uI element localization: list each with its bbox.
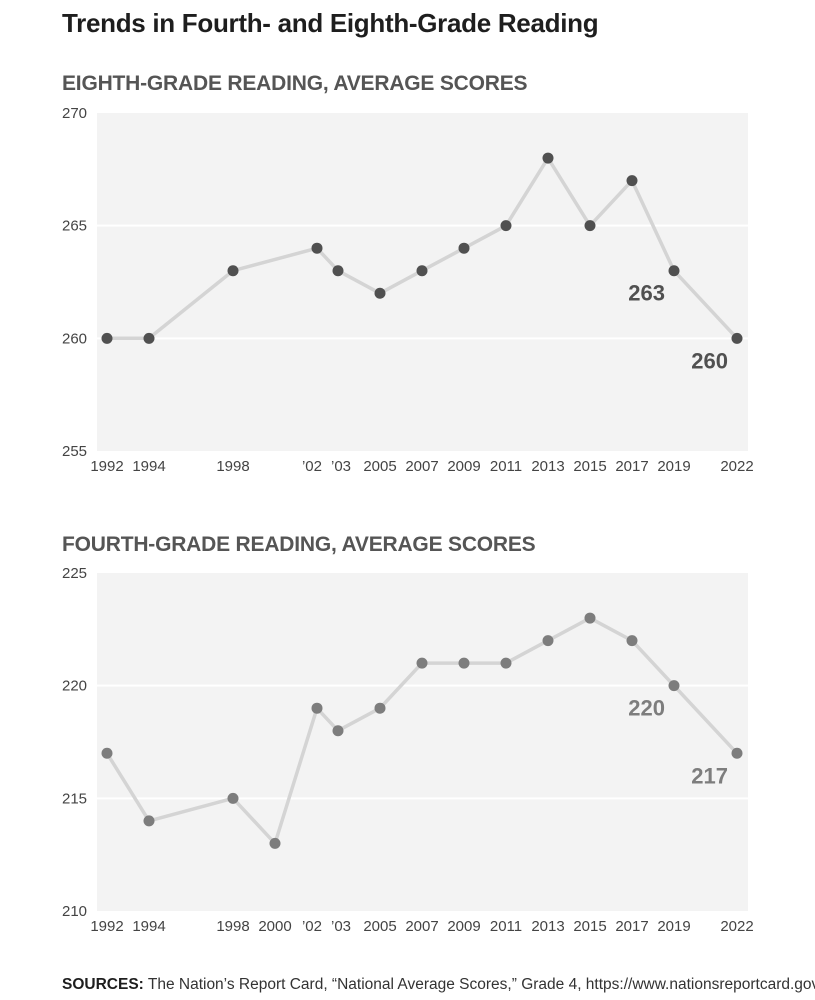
data-point bbox=[584, 220, 596, 232]
data-point bbox=[584, 612, 596, 624]
plot-area bbox=[97, 573, 748, 911]
x-tick-label: 2005 bbox=[363, 918, 396, 935]
x-tick-label: 2019 bbox=[657, 918, 690, 935]
x-tick-label: 2015 bbox=[573, 458, 606, 475]
data-label: 217 bbox=[691, 763, 728, 788]
data-point bbox=[269, 837, 281, 849]
plot-area bbox=[97, 113, 748, 451]
x-tick-label: 2009 bbox=[447, 918, 480, 935]
x-tick-label: 1998 bbox=[216, 918, 249, 935]
eighth-grade-chart: 255 260 265 270 1992 1994 1998 ’02 ’03 2005 2007 20… bbox=[62, 105, 754, 475]
data-point bbox=[143, 332, 155, 344]
page-title: Trends in Fourth- and Eighth-Grade Readi… bbox=[62, 8, 599, 38]
x-tick-label: 1992 bbox=[90, 918, 123, 935]
data-point bbox=[500, 657, 512, 669]
x-tick-label: 2015 bbox=[573, 918, 606, 935]
y-tick-label: 270 bbox=[62, 105, 87, 122]
data-point bbox=[500, 220, 512, 232]
eighth-grade-chart-title: EIGHTH-GRADE READING, AVERAGE SCORES bbox=[62, 72, 528, 95]
data-point bbox=[458, 242, 470, 254]
x-tick-label: 2007 bbox=[405, 458, 438, 475]
x-tick-label: 2013 bbox=[531, 918, 564, 935]
data-point bbox=[542, 635, 554, 647]
y-tick-label: 255 bbox=[62, 443, 87, 460]
sources-label: SOURCES: bbox=[62, 976, 144, 993]
y-tick-label: 260 bbox=[62, 330, 87, 347]
data-point bbox=[626, 635, 638, 647]
x-tick-label: 2005 bbox=[363, 458, 396, 475]
x-tick-label: ’02 bbox=[302, 458, 322, 475]
data-point bbox=[626, 175, 638, 187]
data-point bbox=[227, 265, 239, 277]
x-tick-label: 2017 bbox=[615, 918, 648, 935]
data-point bbox=[101, 747, 113, 759]
fourth-grade-chart-title: FOURTH-GRADE READING, AVERAGE SCORES bbox=[62, 533, 536, 556]
data-point bbox=[101, 332, 113, 344]
x-tick-label: 2000 bbox=[258, 918, 291, 935]
data-point bbox=[332, 725, 344, 737]
x-tick-label: ’03 bbox=[331, 918, 351, 935]
x-tick-label: 2022 bbox=[720, 918, 753, 935]
x-tick-label: 2011 bbox=[490, 918, 522, 935]
data-point bbox=[143, 815, 155, 827]
data-point bbox=[458, 657, 470, 669]
data-point bbox=[731, 332, 743, 344]
data-point bbox=[668, 265, 680, 277]
x-tick-label: 1992 bbox=[90, 458, 123, 475]
x-tick-label: 2011 bbox=[490, 458, 522, 475]
data-point bbox=[332, 265, 344, 277]
x-tick-label: 1994 bbox=[132, 918, 165, 935]
x-tick-label: ’02 bbox=[302, 918, 322, 935]
sources-text: The Nation’s Report Card, “National Aver… bbox=[147, 976, 815, 993]
data-point bbox=[311, 242, 323, 254]
data-point bbox=[668, 680, 680, 692]
fourth-grade-chart: 210 215 220 225 1992 1994 1998 2000 ’02 ’03 2005 20… bbox=[62, 565, 754, 935]
sources-footer: SOURCES: The Nation’s Report Card, “Nati… bbox=[62, 976, 815, 994]
x-tick-label: 2009 bbox=[447, 458, 480, 475]
series-line bbox=[107, 156, 739, 341]
x-tick-label: 1994 bbox=[132, 458, 165, 475]
y-tick-label: 220 bbox=[62, 678, 87, 695]
x-tick-label: 2013 bbox=[531, 458, 564, 475]
x-tick-label: 2017 bbox=[615, 458, 648, 475]
data-point bbox=[542, 152, 554, 164]
data-label: 220 bbox=[628, 696, 665, 721]
data-point bbox=[227, 792, 239, 804]
data-point bbox=[374, 702, 386, 714]
data-label: 263 bbox=[628, 281, 665, 306]
data-point bbox=[416, 265, 428, 277]
y-tick-label: 225 bbox=[62, 565, 87, 582]
data-point bbox=[731, 747, 743, 759]
x-tick-label: 1998 bbox=[216, 458, 249, 475]
data-point bbox=[416, 657, 428, 669]
y-tick-label: 210 bbox=[62, 903, 87, 920]
y-tick-label: 215 bbox=[62, 790, 87, 807]
data-point bbox=[311, 702, 323, 714]
x-tick-label: ’03 bbox=[331, 458, 351, 475]
x-tick-label: 2019 bbox=[657, 458, 690, 475]
x-tick-label: 2022 bbox=[720, 458, 753, 475]
x-tick-label: 2007 bbox=[405, 918, 438, 935]
y-tick-label: 265 bbox=[62, 218, 87, 235]
data-label: 260 bbox=[691, 348, 728, 373]
data-point bbox=[374, 287, 386, 299]
